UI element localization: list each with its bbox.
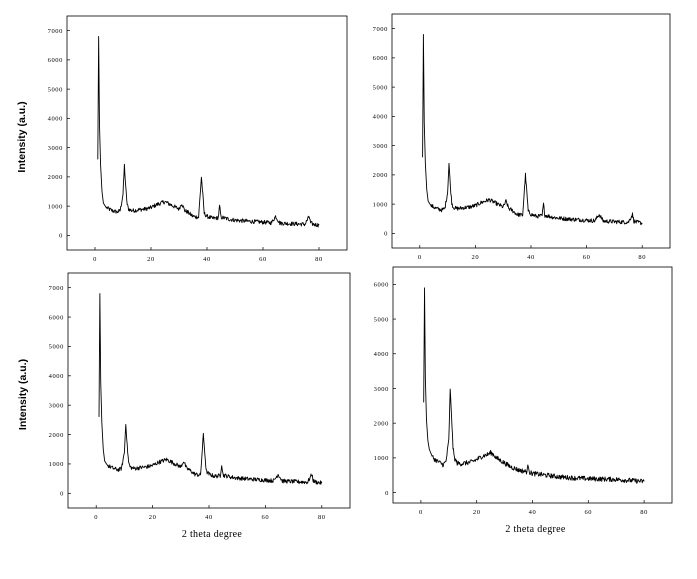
y-tick-label: 3000 bbox=[373, 143, 388, 150]
y-tick-label: 4000 bbox=[48, 116, 63, 123]
x-tick-label: 40 bbox=[203, 256, 211, 263]
x-tick-label: 60 bbox=[259, 256, 267, 263]
y-tick-label: 7000 bbox=[49, 285, 64, 292]
plot-frame bbox=[391, 13, 671, 249]
x-tick-label: 20 bbox=[149, 514, 157, 521]
y-tick-label: 6000 bbox=[373, 55, 388, 62]
y-axis-label: Intensity (a.u.) bbox=[16, 101, 28, 172]
plot-frame bbox=[392, 266, 673, 504]
y-tick-label: 5000 bbox=[49, 344, 64, 351]
x-tick-label: 20 bbox=[473, 509, 481, 516]
y-tick-label: 1000 bbox=[48, 203, 63, 210]
y-tick-label: 5000 bbox=[374, 316, 389, 323]
y-tick-label: 6000 bbox=[374, 282, 389, 289]
y-tick-label: 3000 bbox=[49, 402, 64, 409]
y-tick-label: 7000 bbox=[48, 28, 63, 35]
x-tick-label: 40 bbox=[527, 254, 535, 261]
y-tick-label: 2000 bbox=[48, 174, 63, 181]
y-tick-label: 2000 bbox=[49, 432, 64, 439]
y-tick-label: 1000 bbox=[374, 455, 389, 462]
xrd-series-line bbox=[98, 293, 323, 485]
y-tick-label: 3000 bbox=[374, 386, 389, 393]
y-tick-label: 4000 bbox=[373, 114, 388, 121]
xrd-series-line bbox=[97, 36, 320, 228]
y-tick-label: 5000 bbox=[373, 84, 388, 91]
y-tick-label: 0 bbox=[60, 491, 64, 498]
x-tick-label: 80 bbox=[318, 514, 326, 521]
x-tick-label: 60 bbox=[583, 254, 591, 261]
xrd-series-line bbox=[423, 287, 645, 484]
y-tick-label: 2000 bbox=[374, 420, 389, 427]
y-tick-label: 1000 bbox=[373, 201, 388, 208]
y-tick-label: 6000 bbox=[49, 314, 64, 321]
y-tick-label: 4000 bbox=[49, 373, 64, 380]
y-tick-label: 5000 bbox=[48, 86, 63, 93]
y-tick-label: 2000 bbox=[373, 172, 388, 179]
x-tick-label: 0 bbox=[419, 509, 423, 516]
x-tick-label: 60 bbox=[262, 514, 270, 521]
x-tick-label: 40 bbox=[205, 514, 213, 521]
x-tick-label: 80 bbox=[638, 254, 646, 261]
y-tick-label: 6000 bbox=[48, 57, 63, 64]
x-tick-label: 80 bbox=[640, 509, 648, 516]
y-tick-label: 1000 bbox=[49, 461, 64, 468]
y-tick-label: 7000 bbox=[373, 26, 388, 33]
y-tick-label: 0 bbox=[384, 231, 388, 238]
y-tick-label: 4000 bbox=[374, 351, 389, 358]
x-tick-label: 20 bbox=[472, 254, 480, 261]
x-tick-label: 0 bbox=[94, 514, 98, 521]
x-tick-label: 20 bbox=[147, 256, 155, 263]
y-tick-label: 3000 bbox=[48, 145, 63, 152]
x-tick-label: 40 bbox=[529, 509, 537, 516]
y-tick-label: 0 bbox=[59, 233, 63, 240]
x-tick-label: 0 bbox=[93, 256, 97, 263]
y-axis-label: Intensity (a.u.) bbox=[17, 359, 29, 430]
x-axis-label: 2 theta degree bbox=[182, 529, 243, 540]
xrd-series-line bbox=[422, 34, 643, 226]
x-tick-label: 80 bbox=[315, 256, 323, 263]
x-tick-label: 0 bbox=[418, 254, 422, 261]
x-tick-label: 60 bbox=[584, 509, 592, 516]
y-tick-label: 0 bbox=[385, 490, 389, 497]
x-axis-label: 2 theta degree bbox=[505, 524, 566, 535]
